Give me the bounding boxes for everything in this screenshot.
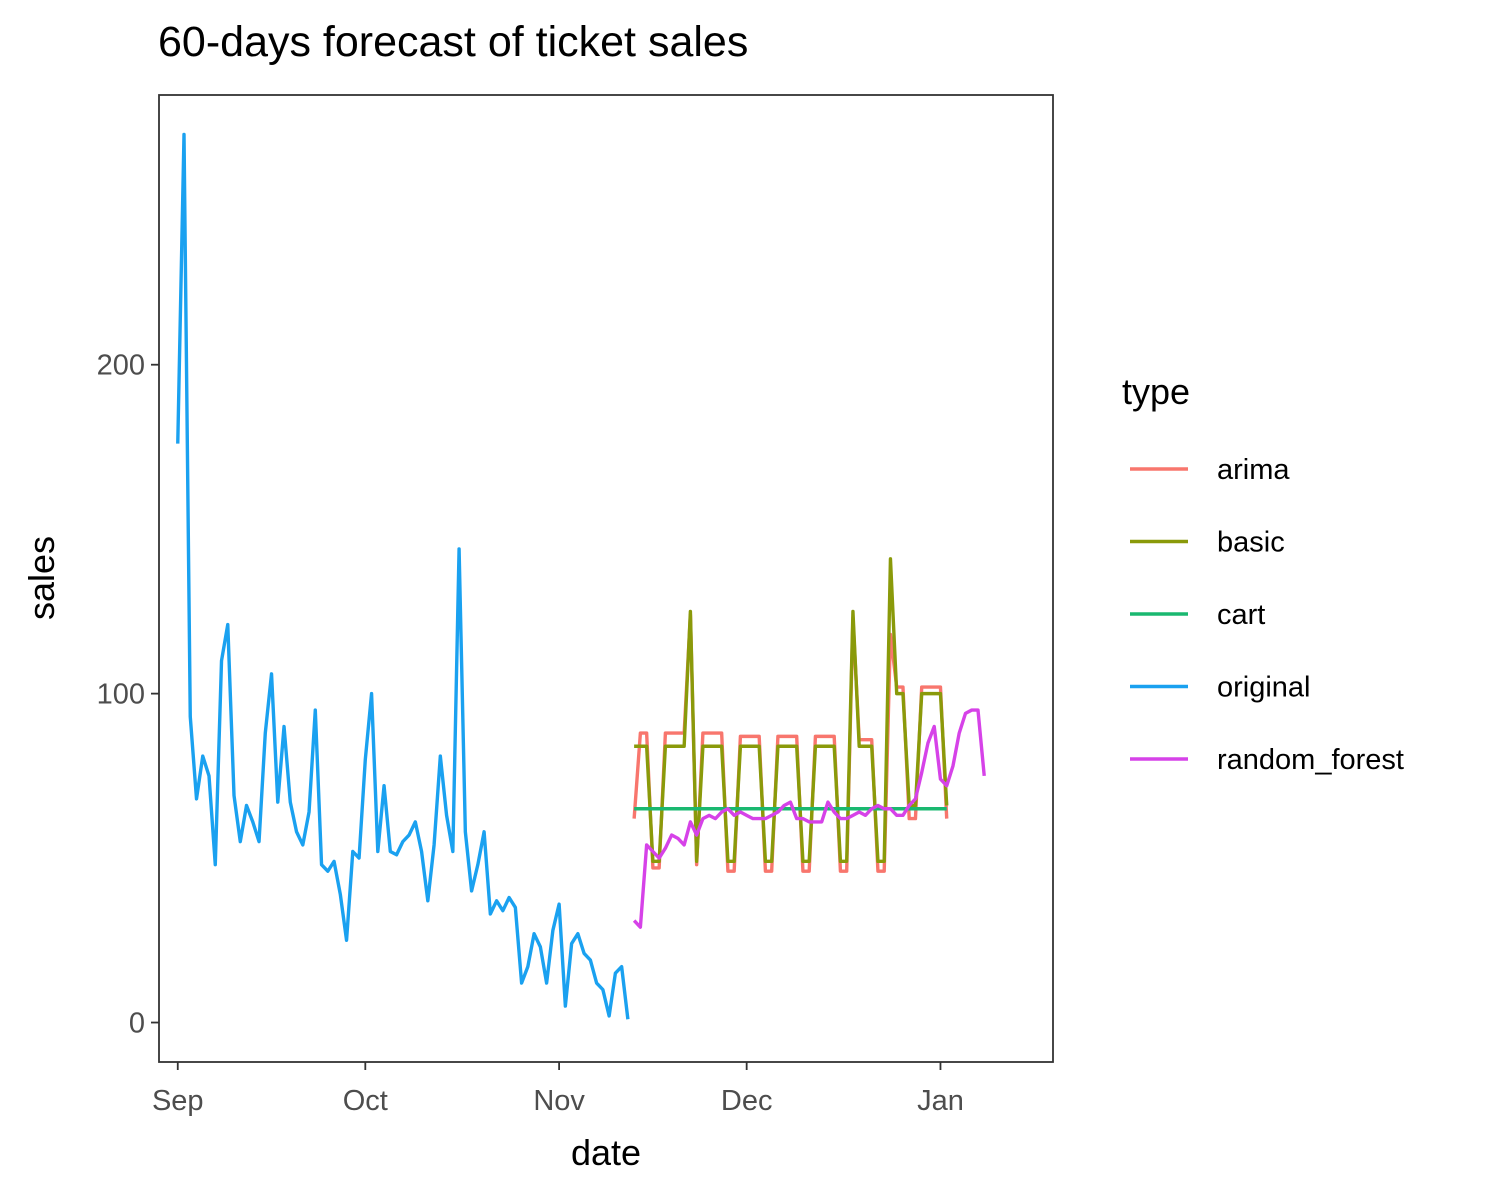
x-axis-title: date [571, 1132, 641, 1173]
series-line-random-forest [632, 708, 986, 929]
series-line-original [176, 132, 630, 1020]
series-line-basic [634, 557, 949, 864]
legend-label-basic: basic [1217, 527, 1285, 559]
y-tick-label: 0 [129, 1008, 145, 1040]
legend-label-original: original [1217, 672, 1311, 704]
x-tick-label: Jan [917, 1085, 964, 1117]
x-tick-label: Nov [533, 1085, 585, 1117]
y-axis-title: sales [21, 536, 62, 620]
legend: type arima basic cart original random_forest [1122, 371, 1404, 776]
x-tick-label: Oct [343, 1085, 388, 1117]
x-tick-label: Sep [152, 1085, 204, 1117]
y-tick-label: 200 [97, 350, 145, 382]
x-tick-label: Dec [721, 1085, 773, 1117]
legend-label-cart: cart [1217, 599, 1265, 631]
legend-label-random-forest: random_forest [1217, 744, 1404, 776]
legend-title: type [1122, 371, 1190, 412]
plot-panel [158, 94, 1054, 1063]
axis-layer: 0 100 200 Sep Oct Nov Dec Jan [97, 350, 964, 1117]
y-tick-label: 100 [97, 679, 145, 711]
legend-label-arima: arima [1217, 454, 1290, 486]
series-layer [176, 132, 986, 1020]
chart-title: 60-days forecast of ticket sales [158, 18, 749, 66]
